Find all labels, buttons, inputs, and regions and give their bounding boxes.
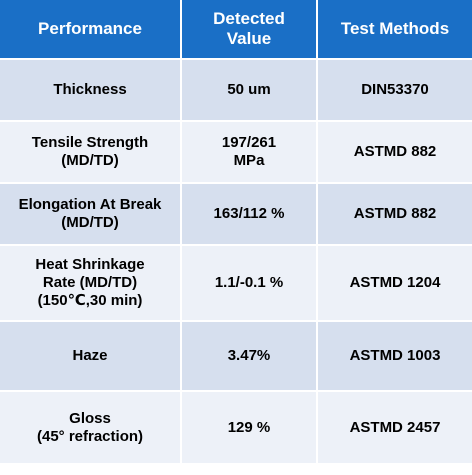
row-gloss-performance: Gloss (45° refraction)	[0, 392, 182, 465]
row-tensile-performance: Tensile Strength (MD/TD)	[0, 122, 182, 184]
row-thickness-value: 50 um	[182, 60, 318, 122]
row-haze-value: 3.47%	[182, 322, 318, 392]
row-tensile-method: ASTMD 882	[318, 122, 472, 184]
header-detected-value: Detected Value	[182, 0, 318, 60]
row-elongation-method: ASTMD 882	[318, 184, 472, 246]
row-thickness-performance: Thickness	[0, 60, 182, 122]
row-gloss-value: 129 %	[182, 392, 318, 465]
header-performance: Performance	[0, 0, 182, 60]
row-shrinkage-performance: Heat Shrinkage Rate (MD/TD) (150℃,30 min…	[0, 246, 182, 322]
row-elongation-value: 163/112 %	[182, 184, 318, 246]
row-haze-method: ASTMD 1003	[318, 322, 472, 392]
row-elongation-performance: Elongation At Break (MD/TD)	[0, 184, 182, 246]
header-test-methods: Test Methods	[318, 0, 472, 60]
row-shrinkage-value: 1.1/-0.1 %	[182, 246, 318, 322]
row-thickness-method: DIN53370	[318, 60, 472, 122]
row-tensile-value: 197/261 MPa	[182, 122, 318, 184]
row-shrinkage-method: ASTMD 1204	[318, 246, 472, 322]
row-haze-performance: Haze	[0, 322, 182, 392]
row-gloss-method: ASTMD 2457	[318, 392, 472, 465]
